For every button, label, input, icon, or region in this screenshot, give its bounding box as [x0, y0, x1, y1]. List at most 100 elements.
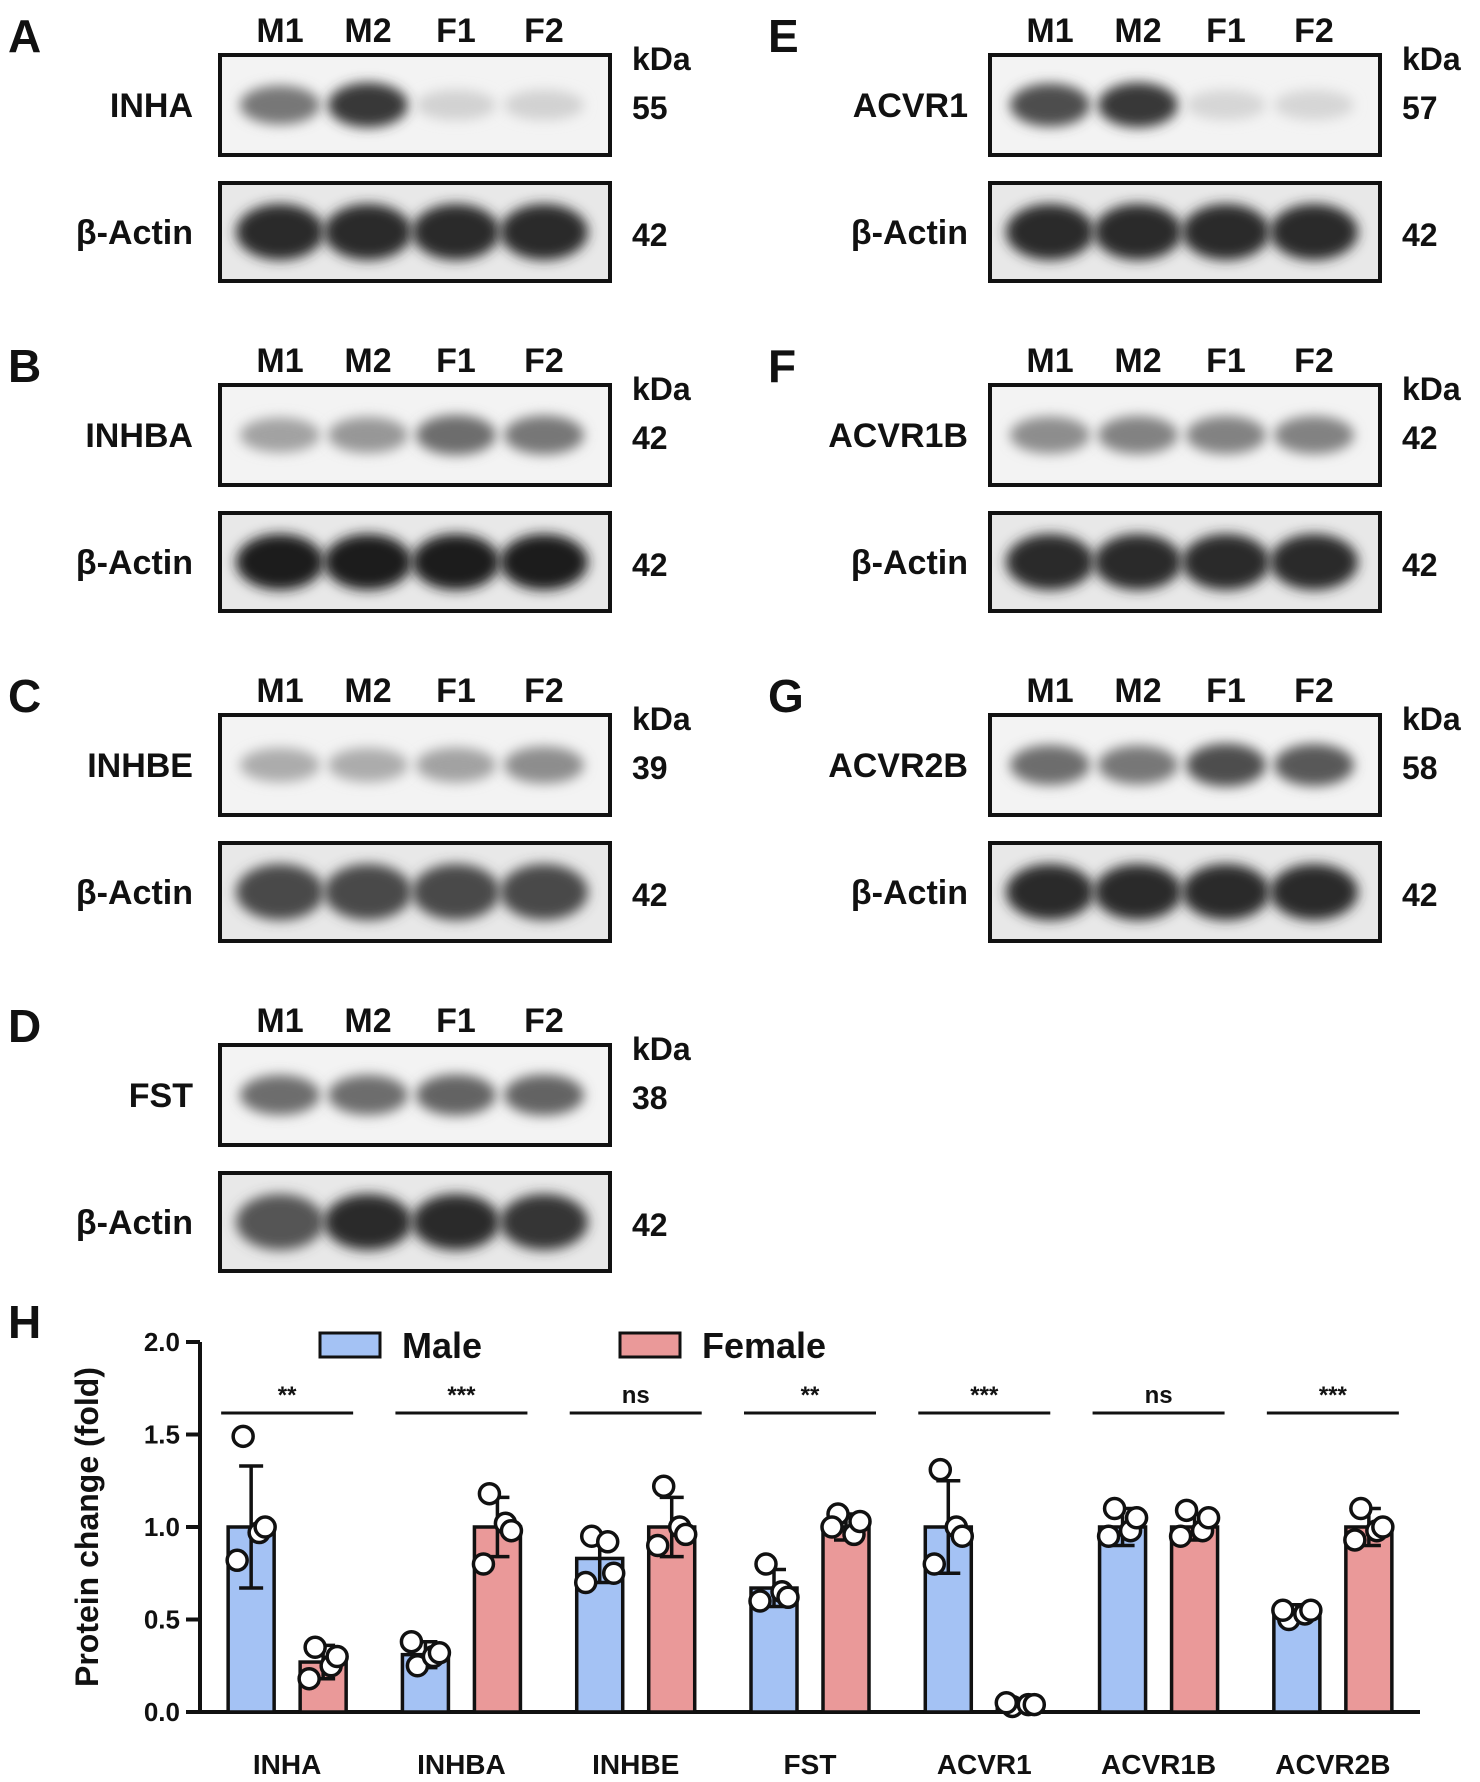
protein-band [1010, 745, 1090, 785]
protein-label: ACVR1 [853, 87, 968, 125]
significance-label: ns [1145, 1382, 1173, 1409]
panel-letter: E [768, 10, 799, 62]
lane-label: M2 [1114, 672, 1161, 710]
actin-kda-value: 42 [632, 877, 668, 913]
lane-label: M1 [1026, 12, 1073, 50]
protein-band [1186, 416, 1266, 454]
data-point [1299, 1598, 1323, 1622]
actin-label: β-Actin [851, 214, 968, 252]
data-point [477, 1481, 502, 1506]
protein-band [1010, 416, 1090, 454]
lane-label: M1 [1026, 672, 1073, 710]
kda-unit-label: kDa [632, 1031, 691, 1067]
bar [1097, 1525, 1148, 1714]
protein-band [1186, 743, 1266, 787]
significance-label: *** [447, 1382, 476, 1409]
y-tick-label: 1.0 [144, 1512, 180, 1542]
kda-value: 55 [632, 90, 668, 126]
protein-band [416, 1074, 496, 1116]
protein-band [328, 748, 408, 782]
protein-band [1010, 83, 1090, 127]
lane-label: M2 [1114, 342, 1161, 380]
lane-label: M2 [344, 672, 391, 710]
blot-panel-e: E M1 M2 F1 F2 ACVR1 kDa 57 β-Actin 42 [768, 10, 1461, 283]
data-point [499, 1518, 524, 1543]
kda-unit-label: kDa [1402, 371, 1461, 407]
x-category-label: INHBE [592, 1749, 679, 1780]
data-point [1124, 1506, 1149, 1530]
actin-kda-value: 42 [632, 547, 668, 583]
actin-band [1094, 864, 1182, 920]
actin-band [1270, 204, 1358, 260]
protein-band [1186, 90, 1266, 120]
category-group: ** INHA [221, 1382, 354, 1780]
lane-label: F2 [1294, 12, 1334, 50]
protein-band [416, 747, 496, 783]
protein-band [504, 746, 584, 784]
protein-band [1274, 90, 1354, 120]
data-point [645, 1533, 670, 1558]
actin-band [1006, 864, 1094, 920]
lane-label: F2 [524, 12, 564, 50]
kda-value: 38 [632, 1080, 668, 1116]
x-category-label: INHA [253, 1749, 321, 1780]
category-group: *** INHBA [395, 1382, 528, 1780]
panel-letter: C [8, 670, 41, 722]
x-category-label: ACVR1 [937, 1749, 1032, 1780]
panel-letter: F [768, 340, 796, 392]
actin-band [324, 534, 412, 590]
category-group: ** FST [744, 1382, 876, 1780]
actin-band [412, 864, 500, 920]
actin-kda-value: 42 [1402, 877, 1438, 913]
legend: Male Female [318, 1325, 826, 1366]
legend-swatch [618, 1331, 682, 1359]
x-category-label: INHBA [417, 1749, 506, 1780]
bar [1344, 1525, 1394, 1714]
lane-label: M1 [256, 672, 303, 710]
protein-band [1274, 416, 1354, 454]
data-point [231, 1424, 255, 1449]
protein-band [328, 82, 408, 128]
actin-label: β-Actin [851, 544, 968, 582]
lane-label: M2 [1114, 12, 1161, 50]
western-blot-panels: A M1 M2 F1 F2 INHA kDa 55 β-Actin 42 B M1 M2 F1 F2 INHB… [8, 10, 1461, 1273]
blot-panel-d: D M1 M2 F1 F2 FST kDa 38 β-Actin 42 [8, 1000, 691, 1273]
actin-band [324, 204, 412, 260]
blot-panel-f: F M1 M2 F1 F2 ACVR1B kDa 42 β-Actin 42 [768, 340, 1461, 613]
kda-value: 57 [1402, 90, 1438, 126]
actin-kda-value: 42 [1402, 547, 1438, 583]
protein-band [416, 415, 496, 455]
actin-kda-value: 42 [632, 1207, 668, 1243]
panel-letter: G [768, 670, 804, 722]
bar [1169, 1525, 1220, 1714]
data-point [297, 1666, 321, 1691]
actin-band [1094, 534, 1182, 590]
actin-band [236, 1194, 324, 1250]
actin-band [236, 864, 324, 920]
data-point [1343, 1528, 1367, 1552]
lane-label: F2 [1294, 672, 1334, 710]
data-point [994, 1691, 1019, 1715]
legend-label: Female [702, 1325, 826, 1366]
data-point [848, 1509, 872, 1534]
lane-label: F1 [436, 12, 476, 50]
data-point [651, 1474, 676, 1499]
actin-kda-value: 42 [632, 217, 668, 253]
x-category-label: FST [784, 1749, 837, 1780]
actin-band [1094, 204, 1182, 260]
lane-label: M1 [256, 342, 303, 380]
y-tick-label: 2.0 [144, 1327, 180, 1357]
significance-label: ns [622, 1382, 650, 1409]
actin-band [500, 1194, 588, 1250]
panel-letter: D [8, 1000, 41, 1052]
data-point [1096, 1524, 1121, 1548]
y-tick-label: 0.0 [144, 1697, 180, 1727]
actin-label: β-Actin [76, 874, 193, 912]
data-point [950, 1524, 975, 1548]
actin-kda-value: 42 [1402, 217, 1438, 253]
legend-swatch [318, 1331, 382, 1359]
data-point [1174, 1498, 1199, 1523]
data-point [595, 1530, 620, 1554]
lane-label: F1 [436, 342, 476, 380]
significance-label: ** [801, 1382, 820, 1409]
